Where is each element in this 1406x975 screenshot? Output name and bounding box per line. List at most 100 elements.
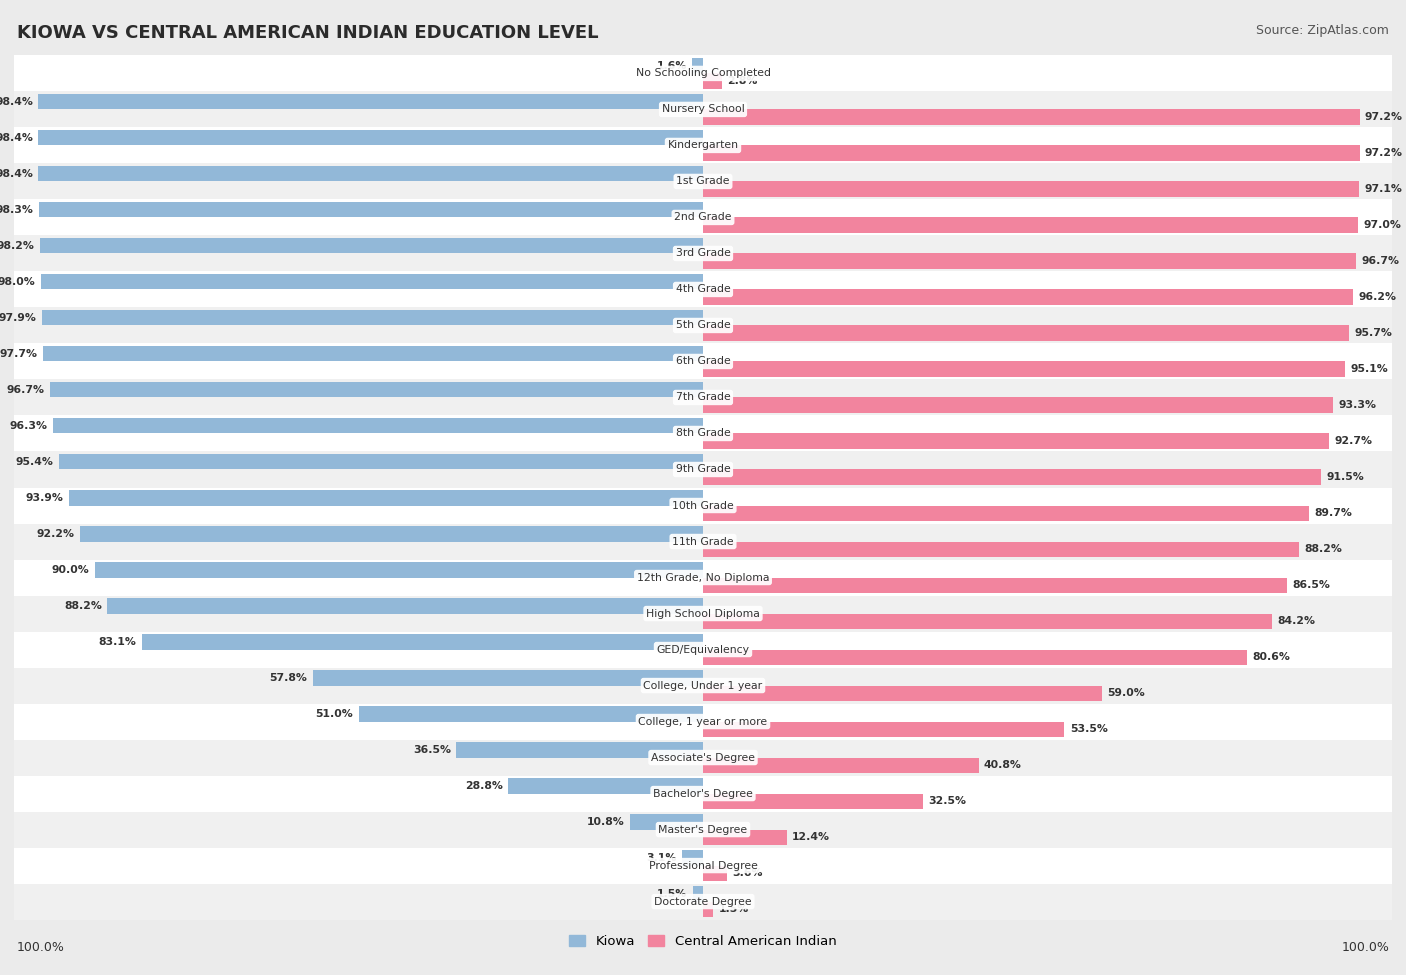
Bar [14, 164, 1392, 200]
Bar [703, 434, 1329, 448]
Text: 10.8%: 10.8% [586, 817, 624, 827]
Bar [312, 671, 703, 685]
Bar [14, 271, 1392, 307]
Bar [703, 290, 1353, 304]
Bar [14, 596, 1392, 632]
Bar [14, 92, 1392, 128]
Bar [703, 722, 1064, 737]
Text: 80.6%: 80.6% [1253, 652, 1291, 662]
Bar [703, 505, 1309, 521]
Bar [14, 811, 1392, 847]
Bar [80, 526, 703, 541]
Bar [14, 560, 1392, 596]
Text: 96.7%: 96.7% [1361, 256, 1399, 266]
Bar [703, 254, 1357, 268]
Bar [14, 632, 1392, 668]
Text: High School Diploma: High School Diploma [647, 608, 759, 618]
Bar [14, 883, 1392, 919]
Text: 93.9%: 93.9% [25, 493, 63, 503]
Text: 98.0%: 98.0% [0, 277, 35, 287]
Bar [703, 902, 713, 916]
Text: 98.4%: 98.4% [0, 97, 32, 107]
Text: Kindergarten: Kindergarten [668, 140, 738, 150]
Bar [14, 847, 1392, 883]
Bar [703, 866, 727, 880]
Text: Professional Degree: Professional Degree [648, 861, 758, 871]
Bar [703, 577, 1288, 593]
Text: 28.8%: 28.8% [465, 781, 503, 791]
Text: 6th Grade: 6th Grade [676, 357, 730, 367]
Bar [703, 145, 1360, 161]
Bar [14, 775, 1392, 811]
Text: 97.2%: 97.2% [1365, 112, 1403, 122]
Bar [59, 454, 703, 470]
Legend: Kiowa, Central American Indian: Kiowa, Central American Indian [569, 935, 837, 948]
Text: 12th Grade, No Diploma: 12th Grade, No Diploma [637, 572, 769, 582]
Bar [703, 326, 1350, 340]
Text: 84.2%: 84.2% [1277, 616, 1315, 626]
Bar [703, 181, 1358, 197]
Text: 97.0%: 97.0% [1364, 220, 1402, 230]
Bar [44, 346, 703, 362]
Text: 3.6%: 3.6% [733, 868, 763, 878]
Text: 59.0%: 59.0% [1107, 688, 1144, 698]
Bar [703, 541, 1299, 557]
Bar [703, 73, 721, 89]
Text: Associate's Degree: Associate's Degree [651, 753, 755, 762]
Bar [142, 635, 703, 649]
Text: 1.6%: 1.6% [657, 60, 686, 71]
Text: 97.7%: 97.7% [0, 349, 38, 359]
Bar [457, 742, 703, 758]
Bar [14, 128, 1392, 164]
Bar [359, 707, 703, 722]
Text: 100.0%: 100.0% [1341, 941, 1389, 954]
Text: 98.4%: 98.4% [0, 133, 32, 143]
Bar [14, 379, 1392, 415]
Text: 5th Grade: 5th Grade [676, 321, 730, 331]
Text: GED/Equivalency: GED/Equivalency [657, 644, 749, 654]
Bar [39, 203, 703, 217]
Bar [41, 274, 703, 290]
Text: 3.1%: 3.1% [647, 853, 676, 863]
Text: 10th Grade: 10th Grade [672, 500, 734, 511]
Text: 95.4%: 95.4% [15, 457, 53, 467]
Bar [630, 814, 703, 830]
Text: 86.5%: 86.5% [1292, 580, 1330, 590]
Bar [14, 235, 1392, 271]
Bar [96, 563, 703, 577]
Bar [14, 415, 1392, 451]
Bar [39, 238, 703, 254]
Text: 88.2%: 88.2% [65, 601, 101, 611]
Bar [682, 850, 703, 866]
Bar [693, 886, 703, 902]
Text: 12.4%: 12.4% [792, 832, 830, 842]
Bar [703, 398, 1333, 412]
Bar [107, 599, 703, 613]
Bar [69, 490, 703, 505]
Bar [703, 613, 1271, 629]
Text: 95.1%: 95.1% [1351, 364, 1389, 374]
Text: 8th Grade: 8th Grade [676, 428, 730, 439]
Text: Bachelor's Degree: Bachelor's Degree [652, 789, 754, 799]
Text: Master's Degree: Master's Degree [658, 825, 748, 835]
Bar [703, 830, 787, 844]
Text: 96.3%: 96.3% [10, 421, 48, 431]
Text: 51.0%: 51.0% [315, 709, 353, 719]
Bar [52, 418, 703, 434]
Bar [14, 488, 1392, 524]
Text: KIOWA VS CENTRAL AMERICAN INDIAN EDUCATION LEVEL: KIOWA VS CENTRAL AMERICAN INDIAN EDUCATI… [17, 24, 599, 42]
Text: 88.2%: 88.2% [1305, 544, 1341, 554]
Bar [14, 668, 1392, 704]
Bar [703, 649, 1247, 665]
Bar [14, 740, 1392, 775]
Bar [14, 307, 1392, 343]
Text: 2.8%: 2.8% [727, 76, 758, 86]
Text: 1.5%: 1.5% [718, 904, 749, 915]
Text: 53.5%: 53.5% [1070, 724, 1108, 734]
Bar [703, 217, 1358, 233]
Text: 97.9%: 97.9% [0, 313, 37, 323]
Text: 96.2%: 96.2% [1358, 292, 1396, 302]
Text: 32.5%: 32.5% [928, 797, 966, 806]
Text: 90.0%: 90.0% [52, 565, 90, 575]
Text: 96.7%: 96.7% [7, 385, 45, 395]
